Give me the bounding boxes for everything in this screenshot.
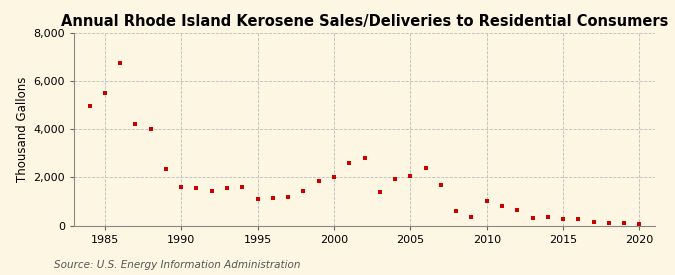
Point [207,188,217,193]
Point [619,221,630,225]
Title: Annual Rhode Island Kerosene Sales/Deliveries to Residential Consumers: Annual Rhode Island Kerosene Sales/Deliv… [61,14,668,29]
Point [421,166,431,170]
Point [375,190,385,194]
Point [329,175,340,180]
Point [558,217,568,222]
Point [634,221,645,226]
Point [588,220,599,224]
Point [466,215,477,219]
Point [115,61,126,65]
Point [298,188,308,193]
Y-axis label: Thousand Gallons: Thousand Gallons [16,76,30,182]
Point [451,209,462,213]
Point [527,216,538,221]
Point [145,127,156,131]
Point [512,208,522,212]
Point [161,167,171,171]
Point [573,217,584,222]
Point [283,194,294,199]
Text: Source: U.S. Energy Information Administration: Source: U.S. Energy Information Administ… [54,260,300,270]
Point [344,161,354,165]
Point [176,185,186,189]
Point [481,199,492,204]
Point [359,156,370,160]
Point [237,185,248,189]
Point [99,91,110,95]
Point [191,186,202,190]
Point [313,179,324,183]
Point [543,215,554,219]
Point [267,196,278,200]
Point [84,104,95,109]
Point [389,176,400,181]
Point [603,221,614,225]
Point [405,174,416,178]
Point [497,204,508,208]
Point [221,186,232,190]
Point [130,122,141,127]
Point [435,182,446,187]
Point [252,197,263,201]
